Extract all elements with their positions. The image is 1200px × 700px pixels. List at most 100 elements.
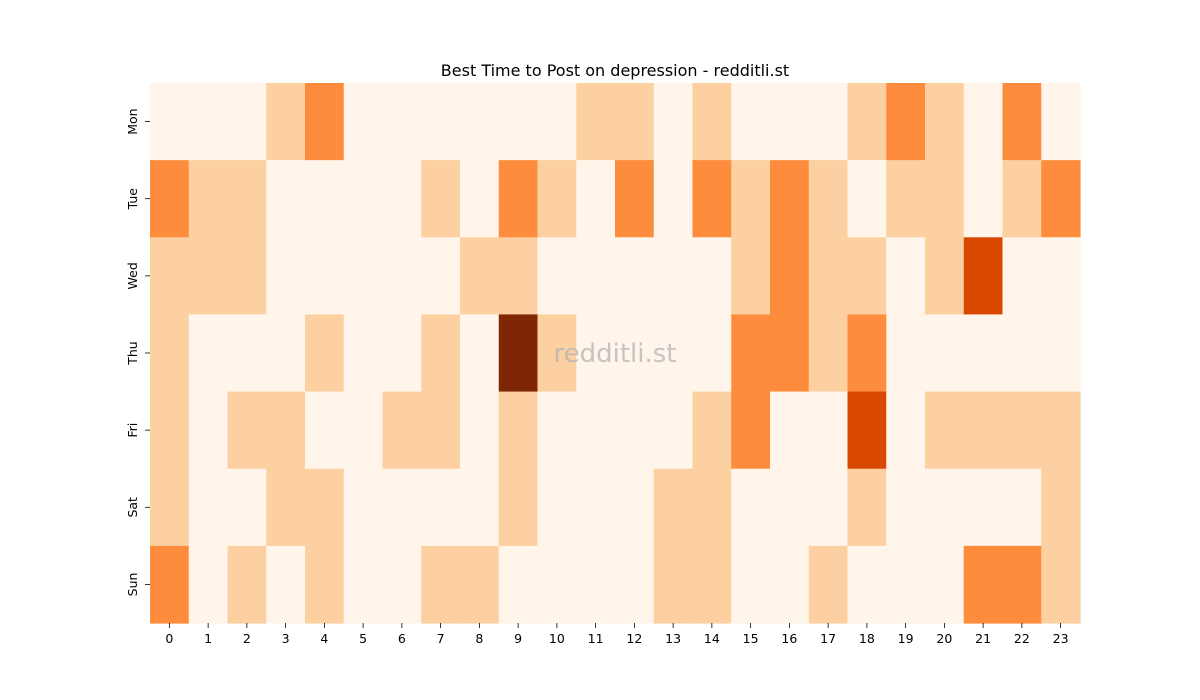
heatmap-cell (460, 83, 500, 161)
heatmap-cell (692, 160, 732, 238)
x-tick-label: 12 (626, 631, 642, 646)
heatmap-cell (963, 545, 1004, 624)
heatmap-cell (266, 160, 306, 238)
y-axis: Mon Tue Wed Thu Fri Sat Sun (125, 108, 150, 596)
heatmap-cell (692, 83, 732, 161)
x-tick-label: 7 (437, 631, 445, 646)
x-tick-label: 22 (1014, 631, 1030, 646)
x-tick-label: 16 (781, 631, 797, 646)
heatmap-cell (1041, 160, 1081, 238)
watermark: redditli.st (554, 339, 677, 369)
heatmap-cell (188, 83, 229, 161)
heatmap-cell (227, 83, 267, 161)
heatmap-cell (770, 160, 810, 238)
x-tick-label: 9 (514, 631, 522, 646)
heatmap-cell (421, 237, 461, 316)
heatmap-cell (498, 391, 539, 470)
heatmap-cell (305, 314, 345, 393)
heatmap-cell (615, 314, 655, 393)
heatmap-cell (615, 545, 655, 624)
heatmap-cell (808, 545, 849, 624)
heatmap-cell (498, 468, 539, 547)
heatmap-cell (460, 391, 500, 470)
heatmap-cell (925, 545, 965, 624)
heatmap-cell (925, 314, 965, 393)
heatmap-cell (576, 545, 616, 624)
heatmap-cell (150, 237, 190, 316)
heatmap-cell (653, 160, 694, 238)
heatmap-cell (653, 83, 694, 161)
heatmap-cell (576, 83, 616, 161)
heatmap-cell (227, 237, 267, 316)
heatmap-cell (188, 468, 229, 547)
heatmap-cell (227, 160, 267, 238)
heatmap-cell (305, 391, 345, 470)
x-tick-label: 8 (475, 631, 483, 646)
heatmap-cell (886, 160, 926, 238)
heatmap-cell (770, 391, 810, 470)
heatmap-cell (1002, 160, 1042, 238)
heatmap-cell (227, 545, 267, 624)
x-tick-label: 23 (1053, 631, 1069, 646)
heatmap-cell (343, 545, 384, 624)
heatmap-cell (498, 160, 539, 238)
heatmap-cell (963, 83, 1004, 161)
heatmap-cell (808, 160, 849, 238)
heatmap-cell (382, 237, 422, 316)
heatmap-cell (576, 237, 616, 316)
heatmap-cell (1041, 545, 1081, 624)
heatmap-cell (1002, 545, 1042, 624)
heatmap-cell (808, 237, 849, 316)
heatmap-cell (886, 545, 926, 624)
y-tick-label: Mon (125, 108, 140, 134)
heatmap-cell (537, 468, 577, 547)
heatmap-cell (537, 391, 577, 470)
heatmap-cell (266, 545, 306, 624)
heatmap-cell (692, 468, 732, 547)
heatmap-cell (305, 160, 345, 238)
heatmap-cell (382, 545, 422, 624)
heatmap-cell (305, 83, 345, 161)
heatmap-cell (615, 160, 655, 238)
heatmap-cell (498, 83, 539, 161)
heatmap-cell (188, 237, 229, 316)
heatmap-cell (188, 160, 229, 238)
x-tick-label: 15 (743, 631, 759, 646)
heatmap-cell (188, 314, 229, 393)
heatmap-cell (731, 391, 771, 470)
heatmap-cell (498, 545, 539, 624)
y-tick-label: Wed (125, 262, 140, 289)
heatmap-cell (808, 391, 849, 470)
heatmap-cell (1002, 468, 1042, 547)
heatmap-cell (808, 83, 849, 161)
heatmap-cell (382, 391, 422, 470)
heatmap-cell (925, 391, 965, 470)
heatmap-cell (343, 391, 384, 470)
heatmap-cell (731, 160, 771, 238)
heatmap-cell (653, 391, 694, 470)
heatmap-cell (808, 468, 849, 547)
heatmap-cell (1041, 83, 1081, 161)
x-tick-label: 2 (243, 631, 251, 646)
heatmap-cell (460, 314, 500, 393)
heatmap-cell (808, 314, 849, 393)
x-tick-label: 21 (975, 631, 991, 646)
heatmap-cell (847, 237, 887, 316)
heatmap-cell (266, 391, 306, 470)
heatmap-cells (150, 83, 1081, 624)
y-tick-label: Fri (125, 423, 140, 438)
heatmap-cell (421, 160, 461, 238)
heatmap-cell (925, 237, 965, 316)
heatmap-cell (847, 83, 887, 161)
heatmap-cell (576, 160, 616, 238)
heatmap-cell (421, 314, 461, 393)
heatmap-cell (692, 237, 732, 316)
heatmap-cell (305, 545, 345, 624)
heatmap-cell (537, 237, 577, 316)
heatmap-cell (576, 391, 616, 470)
y-tick-label: Sun (125, 573, 140, 597)
heatmap-cell (847, 391, 887, 470)
heatmap-cell (925, 160, 965, 238)
heatmap-cell (498, 237, 539, 316)
